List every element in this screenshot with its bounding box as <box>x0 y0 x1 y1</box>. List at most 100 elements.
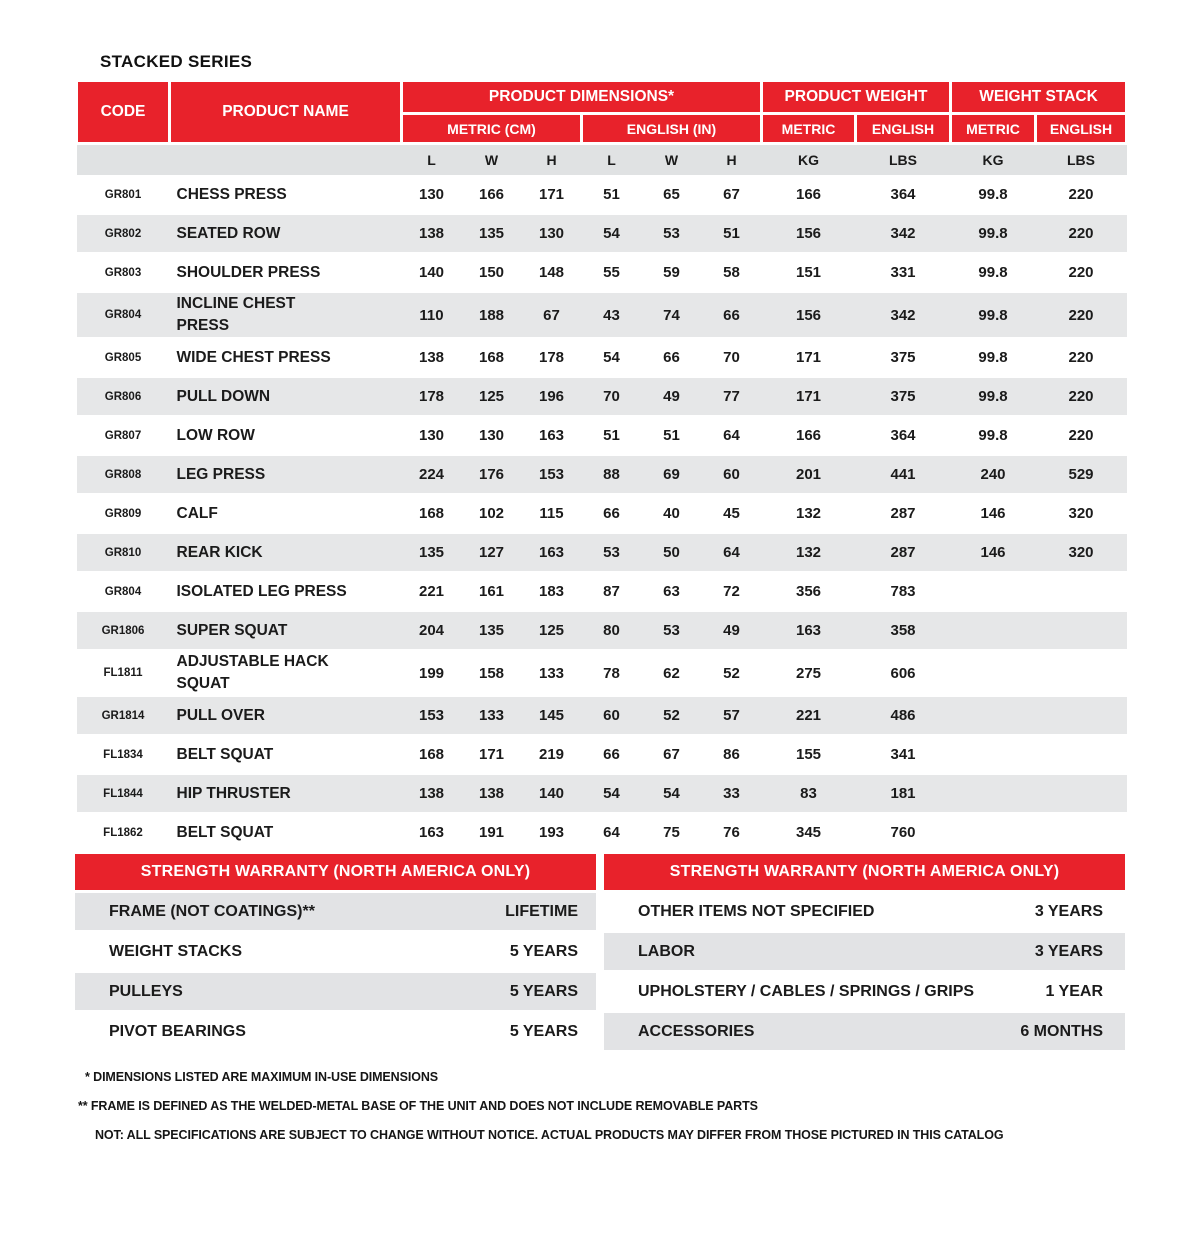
cell-value: 220 <box>1035 337 1127 378</box>
warranty-row: LABOR 3 YEARS <box>604 933 1125 970</box>
cell-code: GR804 <box>76 571 170 612</box>
header-product-dimensions: PRODUCT DIMENSIONS* <box>400 79 763 115</box>
footnote: ** FRAME IS DEFINED AS THE WELDED-METAL … <box>78 1099 758 1113</box>
cell-value: 168 <box>401 493 462 534</box>
cell-value: 196 <box>521 376 582 417</box>
footnotes: * DIMENSIONS LISTED ARE MAXIMUM IN-USE D… <box>75 1070 1125 1142</box>
cell-value: 171 <box>461 734 522 775</box>
warranty-item-value: LIFETIME <box>505 902 578 920</box>
cell-value: 178 <box>521 337 582 378</box>
unit-label: LBS <box>889 152 917 168</box>
cell-product-name: HIP THRUSTER <box>169 773 402 814</box>
cell-value: 50 <box>641 532 702 573</box>
cell-value: 760 <box>855 812 951 853</box>
table-row: FL1811 ADJUSTABLE HACK SQUAT 199 158 133 78 62… <box>76 649 1127 697</box>
header-product-weight: PRODUCT WEIGHT <box>760 79 952 115</box>
warranty-item-value: 1 YEAR <box>1045 982 1103 1000</box>
table-row: FL1844 HIP THRUSTER 138 138 140 54 54 33 83 181 <box>76 773 1127 814</box>
cell-value: 132 <box>761 493 856 534</box>
cell-value: 74 <box>641 291 702 339</box>
cell-value: 63 <box>641 571 702 612</box>
cell-value: 52 <box>701 649 762 697</box>
cell-value: 193 <box>521 812 582 853</box>
cell-value: 53 <box>641 610 702 651</box>
cell-value: 345 <box>761 812 856 853</box>
footnote: * DIMENSIONS LISTED ARE MAXIMUM IN-USE D… <box>85 1070 438 1084</box>
cell-value: 221 <box>761 695 856 736</box>
cell-value: 60 <box>701 454 762 495</box>
cell-value: 156 <box>761 213 856 254</box>
table-header: CODE PRODUCT NAME PRODUCT DIMENSIONS* PR… <box>75 79 1129 176</box>
cell-value: 156 <box>761 291 856 339</box>
cell-value: 64 <box>701 415 762 456</box>
table-row: GR804 ISOLATED LEG PRESS 221 161 183 87 63 72 35… <box>76 571 1127 612</box>
header-product-name: PRODUCT NAME <box>168 79 403 145</box>
catalog-page: STACKED SERIES CODE PRODUCT NAME PRODUCT… <box>75 52 1129 1142</box>
cell-value: 287 <box>855 532 951 573</box>
cell-value: 43 <box>581 291 642 339</box>
cell-value: 183 <box>521 571 582 612</box>
cell-value: 163 <box>521 532 582 573</box>
table-row: GR807 LOW ROW 130 130 163 51 51 64 166 364 99.8 220 <box>76 415 1127 456</box>
cell-value: 221 <box>401 571 462 612</box>
cell-value: 67 <box>641 734 702 775</box>
warranty-item-label: PIVOT BEARINGS <box>109 1022 246 1040</box>
cell-value: 130 <box>461 415 522 456</box>
cell-value: 320 <box>1035 532 1127 573</box>
cell-value: 529 <box>1035 454 1127 495</box>
cell-value: 66 <box>581 734 642 775</box>
unit-label: H <box>726 152 737 168</box>
cell-value: 220 <box>1035 175 1127 215</box>
cell-value: 166 <box>461 175 522 215</box>
cell-value: 54 <box>581 213 642 254</box>
warranty-item-value: 3 YEARS <box>1034 942 1103 960</box>
cell-value <box>950 610 1036 651</box>
warranty-table-left: STRENGTH WARRANTY (NORTH AMERICA ONLY) F… <box>75 854 596 1050</box>
cell-value: 181 <box>855 773 951 814</box>
cell-value: 99.8 <box>950 252 1036 293</box>
cell-value: 161 <box>461 571 522 612</box>
cell-value: 80 <box>581 610 642 651</box>
units-row: L W H L W H KG LBS KG LBS <box>76 143 1127 176</box>
table-row: GR808 LEG PRESS 224 176 153 88 69 60 201 441 240 52… <box>76 454 1127 495</box>
cell-code: GR803 <box>76 252 170 293</box>
cell-product-name: ISOLATED LEG PRESS <box>169 571 402 612</box>
cell-value: 171 <box>761 376 856 417</box>
cell-value: 150 <box>461 252 522 293</box>
cell-product-name: BELT SQUAT <box>169 812 402 853</box>
cell-value: 59 <box>641 252 702 293</box>
cell-value: 130 <box>401 175 462 215</box>
warranty-right-title: STRENGTH WARRANTY (NORTH AMERICA ONLY) <box>604 854 1125 890</box>
warranty-row: PULLEYS 5 YEARS <box>75 973 596 1010</box>
cell-value <box>950 695 1036 736</box>
table-row: FL1862 BELT SQUAT 163 191 193 64 75 76 345 760 <box>76 812 1127 853</box>
cell-value: 140 <box>521 773 582 814</box>
cell-value: 486 <box>855 695 951 736</box>
cell-value: 67 <box>521 291 582 339</box>
cell-value: 77 <box>701 376 762 417</box>
cell-value: 64 <box>701 532 762 573</box>
cell-value: 220 <box>1035 291 1127 339</box>
cell-value: 51 <box>701 213 762 254</box>
cell-value: 70 <box>581 376 642 417</box>
cell-code: GR801 <box>76 175 170 215</box>
cell-value: 155 <box>761 734 856 775</box>
unit-label: L <box>607 152 616 168</box>
cell-value: 191 <box>461 812 522 853</box>
cell-value: 52 <box>641 695 702 736</box>
cell-value <box>950 773 1036 814</box>
table-row: GR1814 PULL OVER 153 133 145 60 52 57 221 486 <box>76 695 1127 736</box>
cell-code: FL1862 <box>76 812 170 853</box>
cell-product-name: SEATED ROW <box>169 213 402 254</box>
cell-value: 125 <box>521 610 582 651</box>
cell-value: 146 <box>950 532 1036 573</box>
cell-value: 163 <box>761 610 856 651</box>
cell-code: FL1834 <box>76 734 170 775</box>
table-row: GR804 INCLINE CHEST PRESS 110 188 67 43 74 66 15… <box>76 291 1127 339</box>
cell-value: 45 <box>701 493 762 534</box>
cell-value: 64 <box>581 812 642 853</box>
header-weight-stack: WEIGHT STACK <box>948 79 1129 115</box>
warranty-left-title: STRENGTH WARRANTY (NORTH AMERICA ONLY) <box>75 854 596 890</box>
cell-value: 127 <box>461 532 522 573</box>
cell-value: 132 <box>761 532 856 573</box>
